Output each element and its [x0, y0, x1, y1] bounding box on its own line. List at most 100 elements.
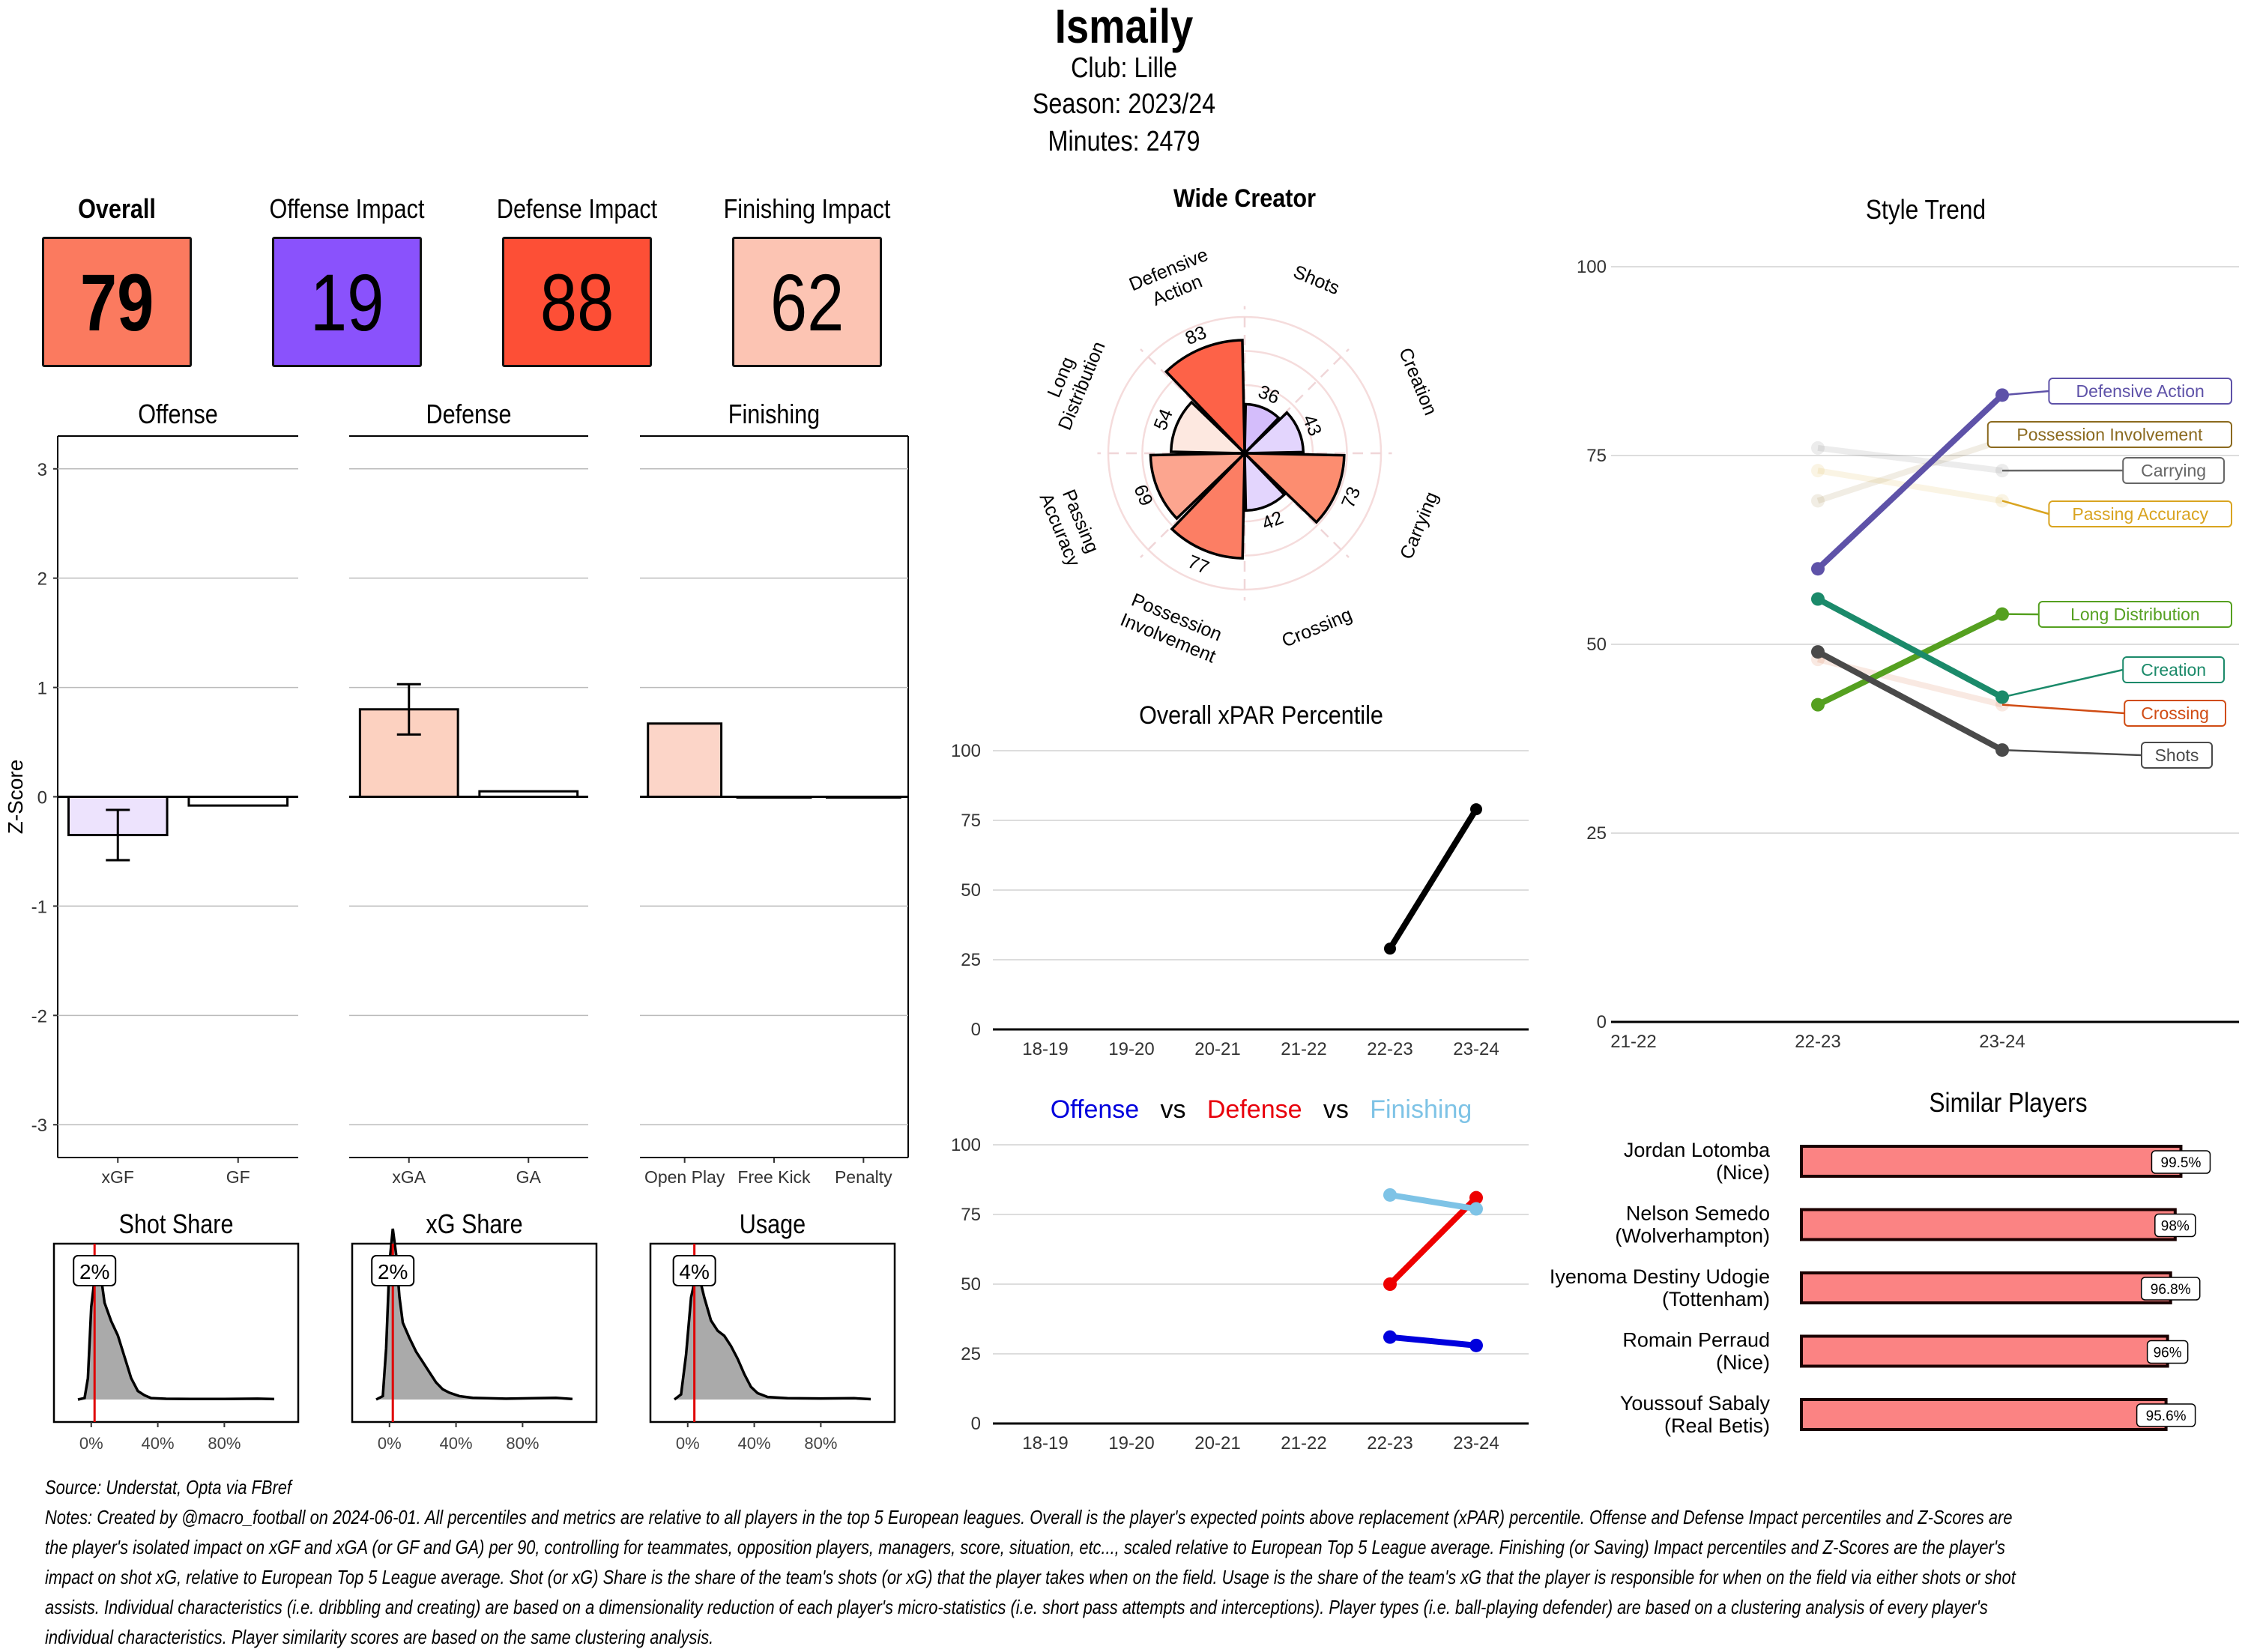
- x-tick-label: GF: [226, 1167, 250, 1187]
- player-value-label: 2%: [79, 1260, 109, 1283]
- y-tick-label: 75: [961, 811, 981, 831]
- data-point: [1811, 441, 1825, 455]
- panel-title: Defense: [426, 400, 512, 430]
- similarity-label: 95.6%: [2146, 1409, 2187, 1424]
- x-tick-label: 20-21: [1194, 1039, 1240, 1059]
- data-point: [1811, 494, 1825, 507]
- series-label: Creation: [2141, 660, 2206, 680]
- notes-line: the player's isolated impact on xGF and …: [45, 1532, 1883, 1562]
- y-tick-label: 50: [961, 880, 981, 901]
- data-point: [1469, 1339, 1483, 1352]
- series-label: Defensive Action: [2076, 381, 2205, 401]
- y-tick-label: 100: [1577, 257, 1607, 277]
- x-tick-label: 18-19: [1022, 1433, 1068, 1453]
- panel-title: Finishing: [728, 400, 820, 430]
- radar-category-label: DefensiveAction: [1126, 244, 1220, 316]
- radar-category-line: Shots: [1290, 261, 1343, 299]
- chart-title: Wide Creator: [1173, 184, 1316, 213]
- style-line-defensive-action: [1818, 395, 2002, 569]
- similar-player-club: (Tottenham): [1662, 1288, 1770, 1310]
- y-tick-label: 50: [1586, 635, 1607, 655]
- radar-category-label: LongDistribution: [1033, 330, 1109, 433]
- panel-title: Offense: [138, 400, 218, 430]
- similar-player-row: Romain Perraud(Nice)96%: [1622, 1329, 2187, 1374]
- title-part: vs: [1139, 1095, 1185, 1124]
- x-tick-label: 0%: [79, 1434, 103, 1453]
- similar-player-club: (Nice): [1716, 1352, 1770, 1374]
- y-tick-label: 25: [961, 950, 981, 970]
- x-tick-label: GA: [516, 1167, 542, 1187]
- panel-title: xG Share: [426, 1210, 522, 1240]
- radar-category-line: Creation: [1395, 345, 1441, 418]
- x-tick-label: xGA: [392, 1167, 426, 1187]
- y-tick-label: 25: [961, 1344, 981, 1364]
- label-leader: [2002, 500, 2049, 514]
- radar-category-label: Creation: [1395, 345, 1441, 418]
- radar-category-line: Carrying: [1396, 488, 1442, 562]
- style-line-long-distribution: [1818, 614, 2002, 705]
- y-tick-label: 0: [1597, 1012, 1607, 1032]
- x-tick-label: Free Kick: [737, 1167, 811, 1187]
- similar-player-club: (Wolverhampton): [1615, 1225, 1770, 1247]
- series-line-offense: [1390, 1337, 1476, 1346]
- y-tick-label: 2: [37, 569, 47, 590]
- x-tick-label: 22-23: [1367, 1433, 1412, 1453]
- radar-category-line: Crossing: [1279, 604, 1356, 652]
- similarity-label: 96.8%: [2151, 1282, 2191, 1298]
- label-leader: [2002, 670, 2123, 698]
- data-point: [1811, 562, 1825, 575]
- similar-player-name: Nelson Semedo: [1626, 1202, 1770, 1225]
- y-tick-label: 50: [961, 1274, 981, 1295]
- y-tick-label: 25: [1586, 823, 1607, 844]
- similarity-bar: [1801, 1337, 2168, 1367]
- similarity-label: 98%: [2161, 1219, 2190, 1235]
- x-tick-label: 0%: [378, 1434, 402, 1453]
- radar-category-label: Shots: [1290, 261, 1343, 299]
- player-value-label: 2%: [378, 1260, 408, 1283]
- x-tick-label: 80%: [506, 1434, 539, 1453]
- radar-value-label: 69: [1129, 482, 1157, 509]
- similar-player-club: (Nice): [1716, 1161, 1770, 1184]
- data-point: [1383, 1277, 1397, 1291]
- chart-title: Overall xPAR Percentile: [1139, 701, 1383, 730]
- notes-line: Notes: Created by @macro_football on 202…: [45, 1502, 1883, 1532]
- radar-category-label: Crossing: [1279, 604, 1356, 652]
- player-value-label: 4%: [679, 1260, 709, 1283]
- x-tick-label: 18-19: [1022, 1039, 1068, 1059]
- y-tick-label: 0: [971, 1414, 981, 1434]
- radar-category-label: Carrying: [1396, 488, 1442, 562]
- label-leader: [2002, 750, 2142, 755]
- notes-line: assists. Individual characteristics (i.e…: [45, 1592, 1883, 1622]
- similar-player-row: Jordan Lotomba(Nice)99.5%: [1624, 1139, 2211, 1184]
- similarity-bar: [1801, 1273, 2171, 1303]
- series-label: Crossing: [2141, 704, 2209, 723]
- data-point: [1383, 1188, 1397, 1202]
- y-tick-label: 0: [37, 788, 47, 808]
- x-tick-label: 20-21: [1194, 1433, 1240, 1453]
- similarity-bar: [1801, 1146, 2181, 1176]
- x-tick-label: 23-24: [1979, 1032, 2025, 1052]
- similar-player-name: Jordan Lotomba: [1624, 1139, 1771, 1161]
- x-tick-label: Open Play: [644, 1167, 725, 1187]
- similar-player-name: Romain Perraud: [1622, 1329, 1770, 1352]
- x-tick-label: 0%: [676, 1434, 700, 1453]
- y-tick-label: 75: [1586, 446, 1607, 466]
- data-point: [1811, 593, 1825, 606]
- x-tick-label: 21-22: [1281, 1433, 1326, 1453]
- source-note: Source: Understat, Opta via FBref: [45, 1472, 1883, 1502]
- x-tick-label: 40%: [738, 1434, 771, 1453]
- similar-player-name: Iyenoma Destiny Udogie: [1550, 1265, 1770, 1288]
- y-axis-label: Z-Score: [4, 760, 27, 835]
- notes-line: individual characteristics. Player simil…: [45, 1622, 1883, 1652]
- data-point: [1469, 1202, 1483, 1216]
- radar-value-label: 83: [1182, 322, 1209, 350]
- y-tick-label: -3: [31, 1116, 47, 1136]
